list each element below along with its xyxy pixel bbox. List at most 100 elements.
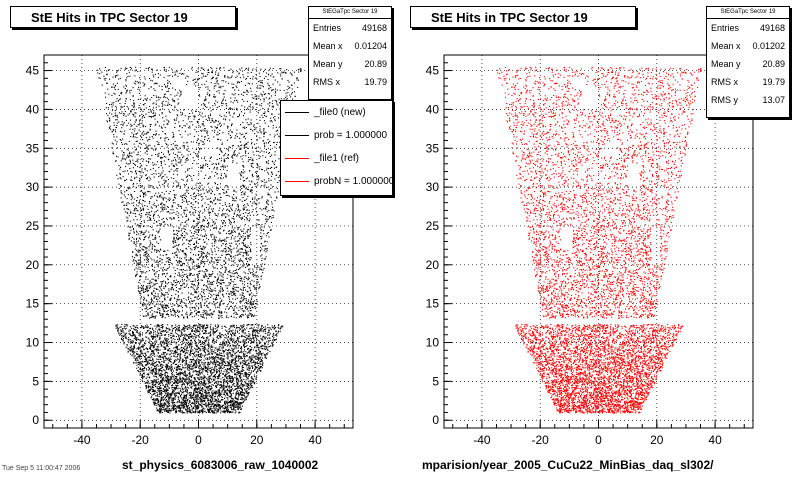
hit-point (176, 211, 178, 213)
hit-point (162, 117, 164, 119)
hit-point (209, 357, 211, 359)
hit-point (227, 290, 229, 292)
hit-point (234, 353, 236, 355)
hit-point (211, 258, 213, 260)
hit-point (197, 354, 199, 356)
hit-point (176, 382, 178, 384)
hit-point (212, 211, 214, 213)
hit-point (177, 338, 179, 340)
hit-point (198, 283, 200, 285)
hit-point (204, 350, 206, 352)
hit-point (202, 354, 204, 356)
hit-point (212, 378, 214, 380)
hit-point (245, 68, 247, 70)
hit-point (234, 255, 236, 257)
hit-point (204, 216, 206, 218)
hit-point (243, 115, 245, 117)
hit-point (116, 70, 118, 72)
hit-point (218, 391, 220, 393)
hit-point (242, 212, 244, 214)
hit-point (256, 138, 258, 140)
hit-point (216, 246, 218, 248)
hit-point (296, 77, 298, 79)
hit-point (193, 160, 195, 162)
hit-point (227, 363, 229, 365)
hit-point (194, 315, 196, 317)
hit-point (182, 389, 184, 391)
hit-point (151, 234, 153, 236)
hit-point (108, 127, 110, 129)
hit-point (134, 116, 136, 118)
hit-point (141, 353, 143, 355)
hit-point (158, 219, 160, 221)
hit-point (233, 292, 235, 294)
hit-point (204, 260, 206, 262)
hit-point (219, 381, 221, 383)
hit-point (244, 185, 246, 187)
hit-point (150, 219, 152, 221)
hit-point (116, 114, 118, 116)
hit-point (167, 395, 169, 397)
hit-point (149, 244, 151, 246)
hit-point (198, 151, 200, 153)
hit-point (202, 324, 204, 326)
hit-point (268, 180, 270, 182)
hit-point (248, 367, 250, 369)
hit-point (236, 75, 238, 77)
hit-point (167, 75, 169, 77)
hit-point (215, 214, 217, 216)
hit-point (145, 247, 147, 249)
hit-point (185, 396, 187, 398)
hit-point (244, 219, 246, 221)
hit-point (258, 340, 260, 342)
hit-point (154, 246, 156, 248)
hit-point (179, 348, 181, 350)
hit-point (154, 391, 156, 393)
hit-point (193, 284, 195, 286)
hit-point (165, 306, 167, 308)
hit-point (122, 158, 124, 160)
hit-point (155, 205, 157, 207)
hit-point (197, 280, 199, 282)
hit-point (236, 393, 238, 395)
hit-point (180, 394, 182, 396)
hit-point (238, 356, 240, 358)
hit-point (181, 364, 183, 366)
hit-point (202, 412, 204, 414)
hit-point (235, 76, 237, 78)
hit-point (177, 314, 179, 316)
hit-point (216, 264, 218, 266)
hit-point (218, 370, 220, 372)
hit-point (250, 382, 252, 384)
hit-point (211, 358, 213, 360)
hit-point (195, 328, 197, 330)
hit-point (159, 392, 161, 394)
hit-point (183, 317, 185, 319)
hit-point (233, 220, 235, 222)
hit-point (165, 367, 167, 369)
hit-point (250, 340, 252, 342)
hit-point (203, 350, 205, 352)
hit-point (177, 365, 179, 367)
hit-point (250, 122, 252, 124)
hit-point (251, 292, 253, 294)
hit-point (178, 397, 180, 399)
hit-point (232, 345, 234, 347)
hit-point (267, 324, 269, 326)
hit-point (238, 152, 240, 154)
hit-point (146, 146, 148, 148)
hit-point (245, 307, 247, 309)
hit-point (155, 339, 157, 341)
hit-point (130, 347, 132, 349)
hit-point (233, 334, 235, 336)
hit-point (236, 400, 238, 402)
hit-point (209, 326, 211, 328)
hit-point (150, 110, 152, 112)
hit-point (237, 154, 239, 156)
hit-point (186, 407, 188, 409)
hit-point (115, 143, 117, 145)
hit-point (200, 345, 202, 347)
hit-point (205, 189, 207, 191)
hit-point (164, 337, 166, 339)
hit-point (135, 326, 137, 328)
